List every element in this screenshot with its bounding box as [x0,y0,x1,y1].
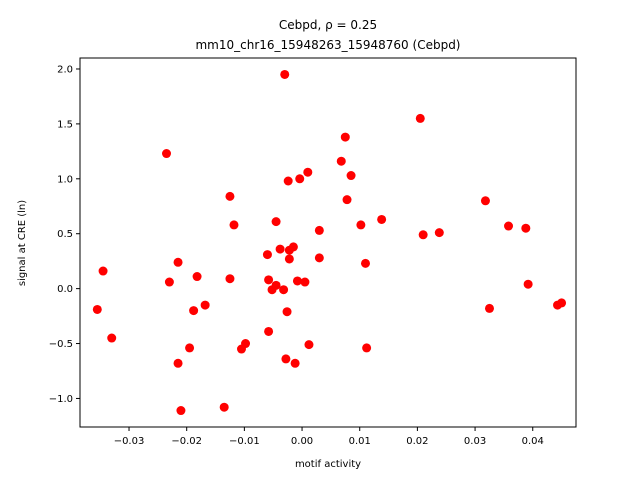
x-tick-label: 0.00 [291,436,313,447]
data-point [314,225,324,235]
data-point [92,304,102,314]
data-points [92,69,567,416]
data-point [484,303,494,313]
data-point [314,253,324,263]
data-point [173,358,183,368]
data-point [225,274,235,284]
data-point [192,272,202,282]
data-point [336,156,346,166]
data-point [225,191,235,201]
x-tick-label: −0.03 [114,436,145,447]
x-tick-label: 0.03 [464,436,486,447]
y-axis-ticks: −1.0 −0.5 0.0 0.5 1.0 1.5 2.0 [49,64,80,405]
data-point [279,285,289,295]
data-point [219,402,229,412]
data-point [280,69,290,79]
data-point [342,195,352,205]
data-point [107,333,117,343]
y-axis-label: signal at CRE (ln) [17,200,28,286]
data-point [241,339,251,349]
y-tick-label: 0.0 [57,284,73,295]
data-point [164,277,174,287]
data-point [557,298,567,308]
data-point [173,257,183,267]
data-point [418,230,428,240]
data-point [283,176,293,186]
x-tick-label: −0.02 [171,436,202,447]
data-point [480,196,490,206]
data-point [185,343,195,353]
data-point [504,221,514,231]
data-point [340,132,350,142]
data-point [523,279,533,289]
y-tick-label: 1.0 [57,174,73,185]
x-tick-label: 0.01 [349,436,371,447]
x-axis-ticks: −0.03 −0.02 −0.01 0.00 0.01 0.02 0.03 0.04 [114,427,544,447]
y-tick-label: 0.5 [57,229,73,240]
data-point [415,113,425,123]
data-point [282,307,292,317]
x-tick-label: 0.02 [406,436,428,447]
data-point [434,228,444,238]
plot-area-frame [79,57,577,428]
data-point [290,358,300,368]
data-point [275,244,285,254]
data-point [264,275,274,285]
y-tick-label: 2.0 [57,64,73,75]
data-point [271,280,281,290]
chart-title-line2: mm10_chr16_15948263_15948760 (Cebpd) [195,38,460,52]
data-point [303,167,313,177]
data-point [176,406,186,416]
data-point [281,354,291,364]
data-point [271,217,281,227]
x-tick-label: 0.04 [522,436,544,447]
data-point [284,254,294,264]
data-point [521,223,531,233]
data-point [288,242,298,252]
data-point [356,220,366,230]
y-tick-label: −0.5 [49,339,73,350]
data-point [229,220,239,230]
y-tick-label: −1.0 [49,394,73,405]
data-point [362,343,372,353]
data-point [295,174,305,184]
data-point [189,306,199,316]
data-point [200,300,210,310]
data-point [292,276,302,286]
x-axis-label: motif activity [295,459,361,470]
data-point [377,214,387,224]
data-point [98,266,108,276]
data-point [262,250,272,260]
data-point [346,171,356,181]
x-tick-label: −0.01 [229,436,260,447]
y-tick-label: 1.5 [57,119,73,130]
chart-title-line1: Cebpd, ρ = 0.25 [279,18,377,32]
data-point [304,340,314,350]
data-point [300,277,310,287]
data-point [162,149,172,159]
data-point [360,258,370,268]
data-point [264,326,274,336]
